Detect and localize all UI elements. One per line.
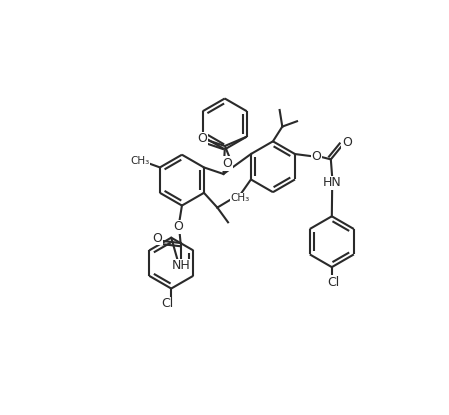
Text: Cl: Cl <box>327 276 339 289</box>
Text: Cl: Cl <box>161 297 173 310</box>
Text: O: O <box>198 132 207 145</box>
Text: HN: HN <box>322 176 341 189</box>
Text: CH₃: CH₃ <box>130 156 150 166</box>
Text: O: O <box>222 157 232 170</box>
Text: O: O <box>342 136 352 149</box>
Text: O: O <box>152 232 162 245</box>
Text: CH₃: CH₃ <box>231 193 250 203</box>
Text: O: O <box>312 150 321 163</box>
Text: NH: NH <box>172 259 190 272</box>
Text: O: O <box>173 220 183 233</box>
